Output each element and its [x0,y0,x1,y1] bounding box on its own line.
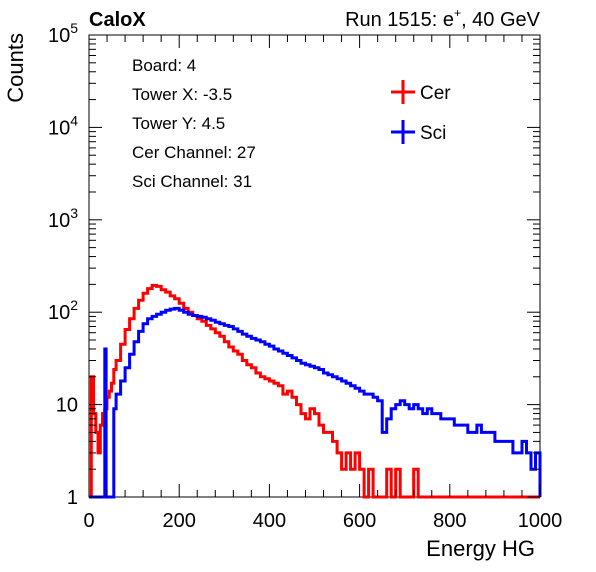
x-tick-label: 200 [163,510,196,532]
plot-area-border [88,34,541,498]
y-tick-label: 1 [67,487,78,509]
x-tick-label: 400 [253,510,286,532]
legend-label-sci: Sci [420,123,446,144]
info-box: Board: 4 Tower X: -3.5 Tower Y: 4.5 Cer Cha… [118,45,358,197]
info-line-3: Tower Y: 4.5 [132,114,225,133]
y-tick-label: 104 [48,112,78,139]
y-tick-label: 10 [56,395,78,417]
x-tick-label: 1000 [518,510,563,532]
histogram-traces [89,283,542,499]
legend: Cer Sci [391,80,451,144]
info-line-1: Board: 4 [132,56,196,75]
axis-ticks: 0 200 400 600 800 1000 1 10 102 103 104 105 [48,20,562,532]
y-axis-title: Counts [3,33,28,103]
info-line-2: Tower X: -3.5 [132,85,232,104]
trace-sci [89,306,542,499]
y-tick-label: 103 [48,205,78,232]
x-axis-title: Energy HG [426,536,535,561]
x-tick-label: 600 [343,510,376,532]
trace-cer [89,283,540,499]
x-tick-label: 0 [83,510,94,532]
run-label: Run 1515: e+, 40 GeV [345,6,541,31]
plot-frame [88,34,541,498]
x-tick-label: 800 [433,510,466,532]
legend-label-cer: Cer [420,83,451,104]
info-line-5: Sci Channel: 31 [132,172,252,191]
experiment-label: CaloX [89,9,146,31]
y-tick-label: 102 [48,297,78,324]
info-box-background [118,45,358,197]
y-tick-label: 105 [48,20,78,47]
info-line-4: Cer Channel: 27 [132,143,256,162]
